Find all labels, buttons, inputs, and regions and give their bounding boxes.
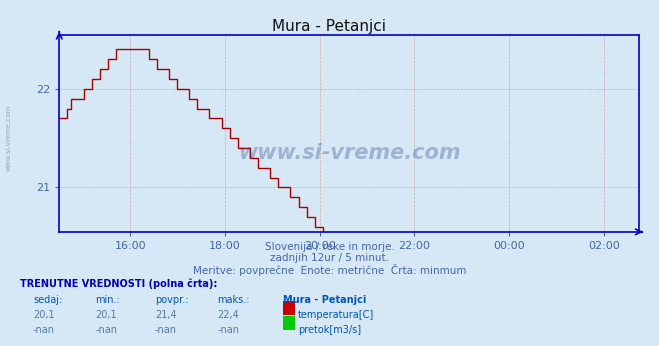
Text: sedaj:: sedaj: <box>33 295 62 305</box>
Text: 21,4: 21,4 <box>155 310 177 320</box>
Text: -nan: -nan <box>155 325 177 335</box>
Text: Mura - Petanjci: Mura - Petanjci <box>273 19 386 34</box>
Text: www.si-vreme.com: www.si-vreme.com <box>238 143 461 163</box>
Text: povpr.:: povpr.: <box>155 295 188 305</box>
Text: pretok[m3/s]: pretok[m3/s] <box>298 325 361 335</box>
Text: -nan: -nan <box>96 325 117 335</box>
Text: www.si-vreme.com: www.si-vreme.com <box>5 105 12 172</box>
Text: Slovenija / reke in morje.: Slovenija / reke in morje. <box>264 242 395 252</box>
Text: min.:: min.: <box>96 295 121 305</box>
Text: Meritve: povprečne  Enote: metrične  Črta: minmum: Meritve: povprečne Enote: metrične Črta:… <box>192 264 467 276</box>
Text: 20,1: 20,1 <box>33 310 55 320</box>
Text: TRENUTNE VREDNOSTI (polna črta):: TRENUTNE VREDNOSTI (polna črta): <box>20 279 217 289</box>
Text: -nan: -nan <box>33 325 55 335</box>
Text: temperatura[C]: temperatura[C] <box>298 310 374 320</box>
Text: 20,1: 20,1 <box>96 310 117 320</box>
Text: -nan: -nan <box>217 325 239 335</box>
Text: 22,4: 22,4 <box>217 310 239 320</box>
Text: maks.:: maks.: <box>217 295 250 305</box>
Text: Mura - Petanjci: Mura - Petanjci <box>283 295 367 305</box>
Text: zadnjih 12ur / 5 minut.: zadnjih 12ur / 5 minut. <box>270 253 389 263</box>
